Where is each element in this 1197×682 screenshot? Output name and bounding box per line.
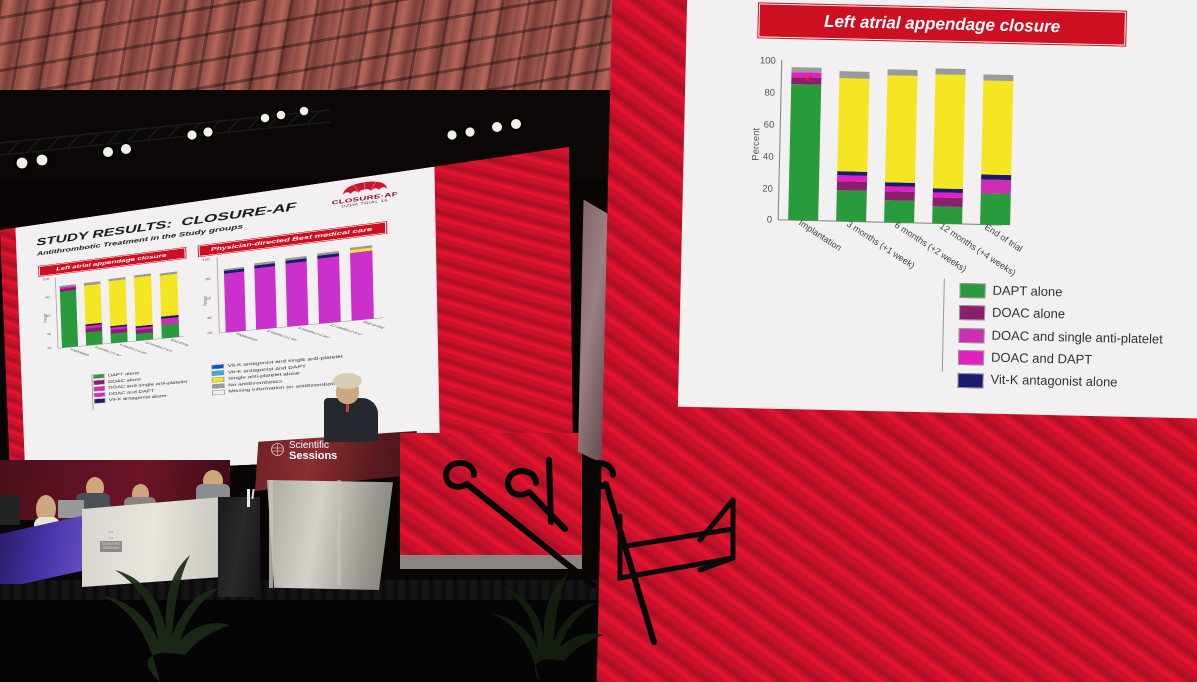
svg-text:100: 100 bbox=[42, 278, 49, 282]
svg-text:0: 0 bbox=[767, 215, 773, 226]
svg-text:20: 20 bbox=[762, 183, 773, 194]
svg-text:60: 60 bbox=[764, 119, 775, 130]
svg-text:Implantation: Implantation bbox=[235, 332, 259, 342]
svg-text:Percent: Percent bbox=[202, 296, 208, 306]
svg-text:12 months (+4 weeks): 12 months (+4 weeks) bbox=[329, 323, 373, 339]
svg-text:6 months (+2 weeks): 6 months (+2 weeks) bbox=[297, 326, 338, 341]
svg-text:Percent: Percent bbox=[43, 313, 48, 323]
svg-text:100: 100 bbox=[202, 258, 210, 262]
svg-text:End of trial: End of trial bbox=[170, 338, 189, 347]
svg-text:40: 40 bbox=[207, 316, 212, 320]
svg-text:3 months (+1 week): 3 months (+1 week) bbox=[266, 329, 304, 343]
svg-text:40: 40 bbox=[47, 332, 52, 336]
svg-text:12 months (+4 weeks): 12 months (+4 weeks) bbox=[938, 221, 1018, 278]
svg-text:100: 100 bbox=[760, 55, 776, 66]
svg-text:20: 20 bbox=[207, 331, 212, 335]
svg-text:80: 80 bbox=[205, 277, 210, 281]
svg-text:Implantation: Implantation bbox=[69, 348, 90, 357]
svg-text:Implantation: Implantation bbox=[797, 218, 843, 253]
svg-text:3 months (+1 week): 3 months (+1 week) bbox=[94, 345, 127, 359]
svg-text:80: 80 bbox=[45, 296, 50, 300]
svg-text:Percent: Percent bbox=[750, 127, 762, 160]
svg-text:End of trial: End of trial bbox=[362, 320, 386, 330]
svg-text:End of trial: End of trial bbox=[983, 222, 1024, 254]
svg-text:80: 80 bbox=[764, 87, 775, 98]
svg-text:40: 40 bbox=[763, 151, 774, 162]
svg-text:20: 20 bbox=[47, 347, 52, 351]
